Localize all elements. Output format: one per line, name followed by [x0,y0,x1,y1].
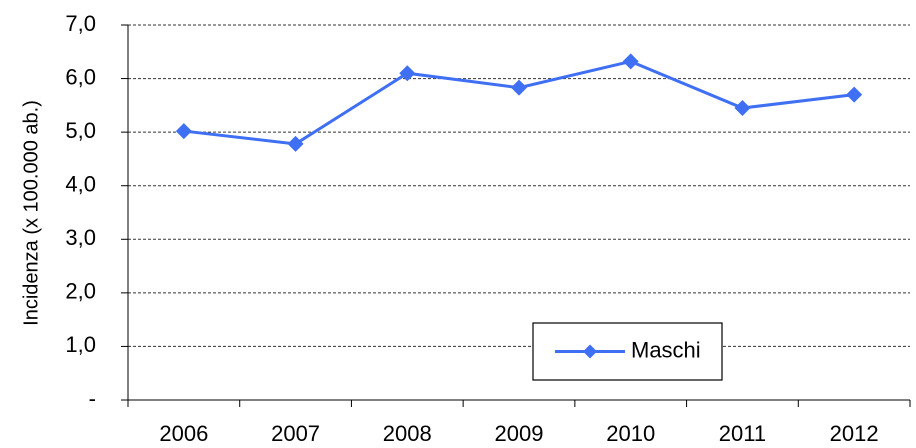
point [622,53,639,70]
legend-label: Maschi [631,337,701,362]
y-tick-label: 5,0 [65,118,96,143]
y-tick-label: 3,0 [65,225,96,250]
point [846,86,863,103]
y-tick-label: - [89,386,96,411]
point [511,79,527,96]
series-line [183,59,855,146]
x-tick-label: 2006 [159,421,208,446]
y-tick-label: 2,0 [65,279,96,304]
y-tick-label: 6,0 [65,64,96,89]
legend-marker [583,344,597,359]
point [175,123,192,140]
point [287,135,304,152]
y-tick-label: 7,0 [65,11,96,36]
y-axis-label: Incidenza (x 100.000 ab.) [20,100,42,326]
point [399,65,416,82]
point [734,100,751,117]
x-tick-label: 2011 [719,421,766,446]
x-tick-label: 2012 [830,421,879,446]
x-tick-label: 2007 [271,421,320,446]
y-tick-label: 4,0 [65,172,96,197]
y-tick-label: 1,0 [65,332,96,357]
x-tick-label: 2008 [383,421,432,446]
x-tick-label: 2009 [495,421,544,446]
x-tick-label: 2010 [606,421,655,446]
